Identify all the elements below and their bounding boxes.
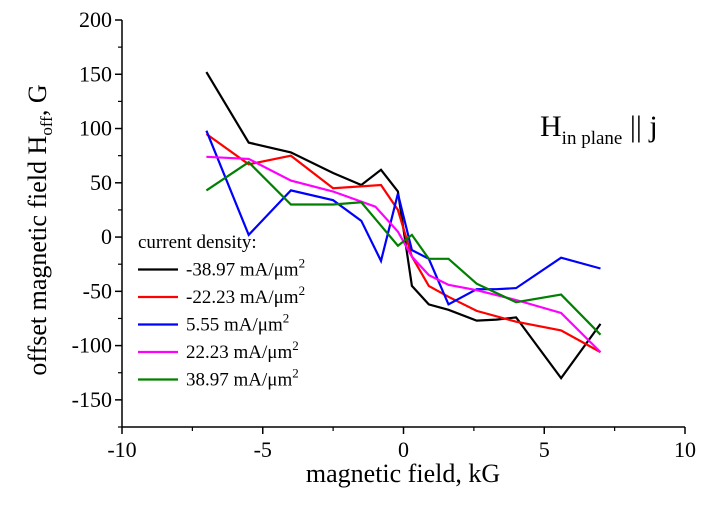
legend-entry-sup: 2 <box>299 256 306 271</box>
legend-entry-name: -22.23 mA/μm <box>186 287 299 308</box>
y-tick-label: 0 <box>101 224 112 249</box>
legend-entry-label: 38.97 mA/μm2 <box>186 366 299 391</box>
x-tick-label: 0 <box>398 437 409 462</box>
legend-entry-name: 22.23 mA/μm <box>186 342 292 363</box>
legend-entry-sup: 2 <box>292 338 299 353</box>
y-axis-label: offset magnetic field Hoff, G <box>23 84 56 375</box>
y-tick-label: 150 <box>79 61 112 86</box>
series-line-5 <box>205 160 602 336</box>
y-tick-label: 50 <box>90 170 112 195</box>
annotation-tail: || j <box>622 110 657 143</box>
legend-entry-sup: 2 <box>292 366 299 381</box>
y-tick-label: -100 <box>72 333 112 358</box>
x-tick-label: -10 <box>107 437 136 462</box>
series-line-4 <box>206 155 602 353</box>
series-layer <box>205 71 602 381</box>
legend-entry-label: -22.23 mA/μm2 <box>186 283 305 308</box>
annotation-label: Hin plane || j <box>540 110 658 149</box>
y-axis-label-sub: off <box>37 116 56 136</box>
y-tick-label: 200 <box>79 7 112 32</box>
y-tick-label: -50 <box>83 278 112 303</box>
y-tick-label: -150 <box>72 387 112 412</box>
series-line-1 <box>205 71 602 381</box>
x-tick-label: 10 <box>674 437 696 462</box>
legend-entry-name: 5.55 mA/μm <box>186 315 283 336</box>
legend: current density:-38.97 mA/μm2-22.23 mA/μ… <box>138 232 305 391</box>
y-tick-label: 100 <box>79 116 112 141</box>
series-line-3 <box>205 130 601 306</box>
legend-entry-label: -38.97 mA/μm2 <box>186 256 305 281</box>
legend-entry-label: 5.55 mA/μm2 <box>186 311 289 336</box>
legend-entry-label: 22.23 mA/μm2 <box>186 338 299 363</box>
x-axis-label: magnetic field, kG <box>306 459 500 488</box>
legend-entry-sup: 2 <box>283 311 290 326</box>
annotation-main: H <box>540 110 562 143</box>
x-tick-label: 5 <box>539 437 550 462</box>
y-axis-label-tail: , G <box>23 84 52 116</box>
legend-title: current density: <box>138 232 257 253</box>
legend-entry-sup: 2 <box>299 283 306 298</box>
y-axis-label-main: offset magnetic field H <box>23 135 52 375</box>
legend-entry-name: 38.97 mA/μm <box>186 370 292 391</box>
annotation-sub: in plane <box>562 128 623 149</box>
x-tick-label: -5 <box>254 437 272 462</box>
legend-entry-name: -38.97 mA/μm <box>186 260 299 281</box>
